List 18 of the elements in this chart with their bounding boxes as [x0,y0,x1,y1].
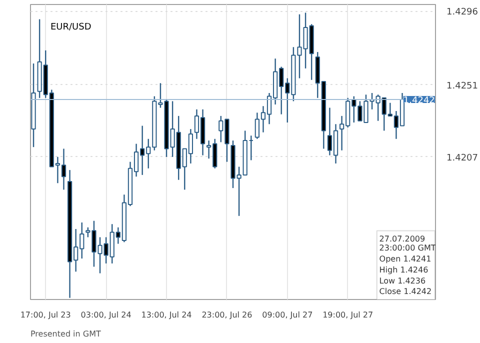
x-tick-label: 03:00, Jul 24 [80,310,132,320]
annotation: High 1.4246 [379,265,428,274]
x-tick-label: 23:00, Jul 26 [202,310,252,320]
x-tick-label: 13:00, Jul 24 [141,310,192,320]
annotation: Open 1.4241 [379,254,432,264]
x-tick-label: 17:00, Jul 23 [20,310,71,320]
annotation: Close 1.4242 [379,287,432,296]
annotation: Low 1.4236 [379,276,426,286]
x-tick-label: 19:00, Jul 27 [322,310,374,320]
x-tick-label: 09:00, Jul 27 [262,310,313,320]
annotation: 23:00:00 GMT [379,244,436,253]
text: Presented in GMT [30,330,101,338]
text: EUR/USD [50,22,92,32]
y-tick-label: 1.4296 [446,8,478,18]
y-tick-label: 1.4251 [446,81,478,92]
annotation: 27.07.2009 [379,234,426,244]
ref-line-label: 1.4242 [403,96,435,106]
y-tick-label: 1.4207 [446,153,478,164]
